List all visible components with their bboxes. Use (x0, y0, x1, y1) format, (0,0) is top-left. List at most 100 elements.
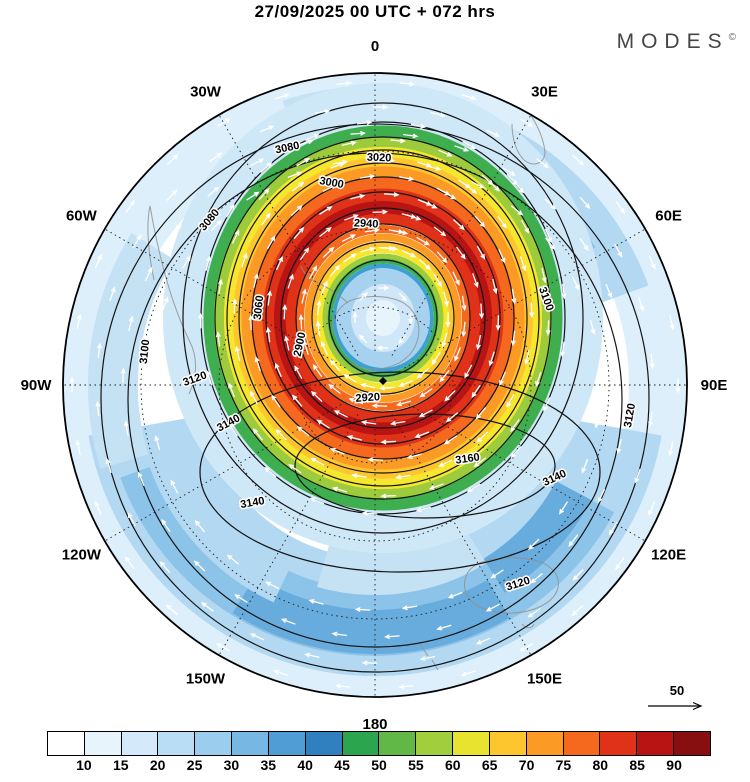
shading-band (87, 232, 175, 469)
wind-speed-shading-jet (163, 83, 603, 553)
height-contour (100, 123, 650, 673)
wind-arrow (615, 557, 625, 571)
height-contour (127, 152, 623, 648)
wind-arrow (461, 295, 467, 312)
wind-arrow (314, 109, 331, 115)
wind-arrow (125, 199, 135, 213)
wind-arrow (485, 129, 501, 137)
wind-arrow (198, 312, 204, 329)
colorbar-cell (637, 732, 675, 755)
wind-arrow (210, 219, 223, 232)
colorbar-tick-label: 20 (149, 757, 166, 773)
wind-arrow (319, 226, 332, 238)
colorbar-cell (489, 732, 527, 755)
wind-arrow (616, 439, 622, 455)
wind-arrow (356, 120, 373, 126)
colorbar-cell (453, 732, 490, 755)
wind-arrow (329, 264, 341, 277)
wind-arrow (454, 145, 470, 152)
wind-arrow (319, 206, 333, 215)
jet-shading-ring (241, 166, 525, 470)
wind-arrow (96, 342, 102, 359)
wind-arrow (291, 181, 305, 192)
colorbar-cell (379, 732, 417, 755)
wind-arrow (378, 285, 390, 291)
wind-arrow (350, 130, 366, 136)
wind-arrow (438, 459, 453, 467)
longitude-label: 120E (651, 547, 686, 564)
wind-arrow (181, 255, 191, 269)
wind-arrow (218, 278, 223, 295)
map-border (62, 72, 688, 698)
wind-arrow (529, 302, 535, 319)
wind-arrow (364, 227, 380, 233)
wind-arrow (445, 312, 451, 328)
wind-arrows (69, 80, 681, 690)
wind-arrow (171, 223, 182, 236)
shading-band (483, 480, 592, 593)
wind-arrow (216, 643, 230, 652)
wind-arrow (436, 624, 452, 631)
wind-arrow (520, 219, 530, 234)
wind-arrow (648, 411, 654, 428)
contour-label: 2920 (355, 391, 380, 405)
wind-arrow (492, 278, 498, 295)
wind-arrow (430, 111, 446, 118)
wind-arrow (137, 471, 145, 487)
wind-arrow (373, 155, 389, 161)
height-contour (226, 149, 540, 487)
wind-reference-arrow-icon (648, 701, 703, 711)
colorbar-cell (195, 732, 233, 755)
wind-arrow (275, 429, 287, 441)
wind-arrow (454, 347, 462, 362)
wind-arrow (288, 464, 302, 474)
wind-arrow (249, 633, 265, 641)
wind-arrow (320, 340, 328, 356)
wind-arrow (264, 466, 277, 478)
wind-arrow (193, 560, 206, 572)
wind-arrow (436, 187, 451, 196)
colorbar-tick-label: 45 (334, 757, 350, 773)
wind-arrow (94, 254, 102, 269)
wind-arrow (544, 228, 552, 244)
jet-shading-ring (366, 300, 400, 336)
longitude-labels: 0 30E 60E 90E 120E 150E 180 150W 120W 90W 60W 30W (21, 38, 728, 733)
wind-arrow (470, 180, 485, 189)
colorbar-cell (342, 732, 380, 755)
wind-arrow (384, 192, 400, 198)
wind-arrow (144, 266, 153, 282)
colorbar-tick-label: 10 (76, 757, 92, 773)
wind-arrow (416, 368, 429, 379)
longitude-label: 30W (190, 83, 222, 100)
wind-arrow (464, 364, 473, 379)
wind-arrow (589, 319, 596, 335)
wind-arrow (581, 458, 589, 474)
wind-arrow (360, 383, 376, 389)
colorbar-tick-label: 65 (481, 757, 498, 773)
wind-arrow (246, 191, 260, 201)
wind-arrow (401, 250, 417, 258)
wind-arrow (359, 174, 376, 180)
wind-arrow (419, 259, 432, 271)
wind-arrow (473, 457, 487, 468)
wind-arrow (228, 382, 236, 398)
wind-arrow (439, 369, 450, 383)
wind-arrow (390, 138, 406, 144)
wind-reference: 50 (648, 683, 703, 711)
colorbar-tick-label: 25 (186, 757, 203, 773)
wind-arrow (443, 291, 449, 307)
wind-arrow (457, 179, 472, 189)
wind-arrow (475, 637, 491, 645)
wind-arrow (308, 265, 318, 280)
wind-arrow (510, 445, 522, 459)
wind-arrow (371, 403, 388, 409)
wind-arrow (510, 205, 524, 216)
longitude-label: 0 (371, 38, 379, 55)
wind-arrow (472, 273, 479, 289)
coastline (300, 265, 349, 304)
wind-arrow (302, 340, 309, 355)
wind-arrow (265, 581, 280, 590)
wind-arrow (248, 314, 254, 331)
wind-arrow (471, 384, 481, 398)
